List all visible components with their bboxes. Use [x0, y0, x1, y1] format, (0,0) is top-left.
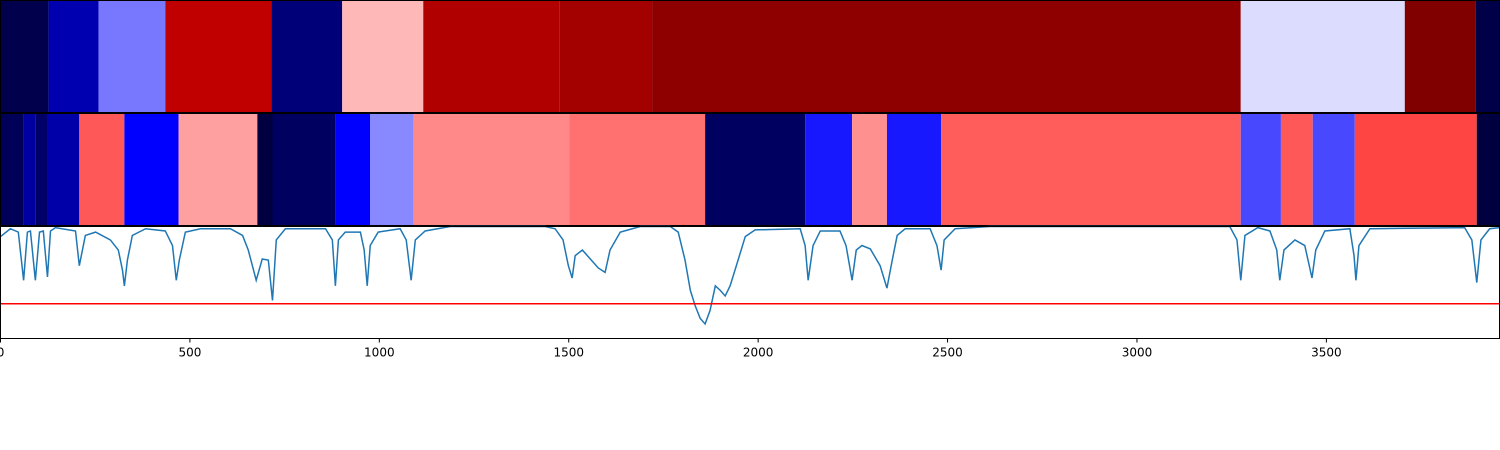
strip-segment [886, 113, 942, 226]
strip-segment [271, 0, 343, 113]
x-tick-label: 3500 [1311, 346, 1342, 360]
x-tick-label: 3000 [1122, 346, 1153, 360]
strip-segment [0, 0, 49, 113]
strip-segment [48, 0, 99, 113]
strip-segment [0, 113, 24, 226]
x-tick-label: 2500 [932, 346, 963, 360]
line-series [0, 225, 1500, 326]
strip-segment [165, 0, 272, 113]
strip-segment [47, 113, 80, 226]
strip-segment [1404, 0, 1476, 113]
strip-segment [569, 113, 706, 226]
strip-segment [805, 113, 853, 226]
strip-segment [705, 113, 806, 226]
strip-segment [423, 0, 560, 113]
strip-segment [257, 113, 273, 226]
strip-segment [1240, 113, 1281, 226]
strip-segment [413, 113, 570, 226]
strip-segment [98, 0, 166, 113]
strip-segment [1312, 113, 1355, 226]
strip-segment [272, 113, 336, 226]
strip-segment [23, 113, 36, 226]
strip-segment [178, 113, 258, 226]
strip-segment [1280, 113, 1313, 226]
x-tick-label: 0 [0, 346, 4, 360]
x-tick-label: 1500 [553, 346, 584, 360]
x-tick-label: 1000 [364, 346, 395, 360]
x-tick-label: 2000 [743, 346, 774, 360]
strip-segment [1240, 0, 1405, 113]
strip-segment [652, 0, 1241, 113]
strip-segment [852, 113, 887, 226]
x-tick-label: 500 [178, 346, 201, 360]
strip-segment [335, 113, 371, 226]
strip-segment [124, 113, 179, 226]
strip-segment [35, 113, 48, 226]
strip-segment [1354, 113, 1477, 226]
strip-segment [941, 113, 1241, 226]
strip-segment [1475, 0, 1500, 113]
strip-segment [79, 113, 125, 226]
strip-segment [559, 0, 653, 113]
strip-segment [1476, 113, 1500, 226]
strip-segment [370, 113, 414, 226]
strip-segment [342, 0, 424, 113]
